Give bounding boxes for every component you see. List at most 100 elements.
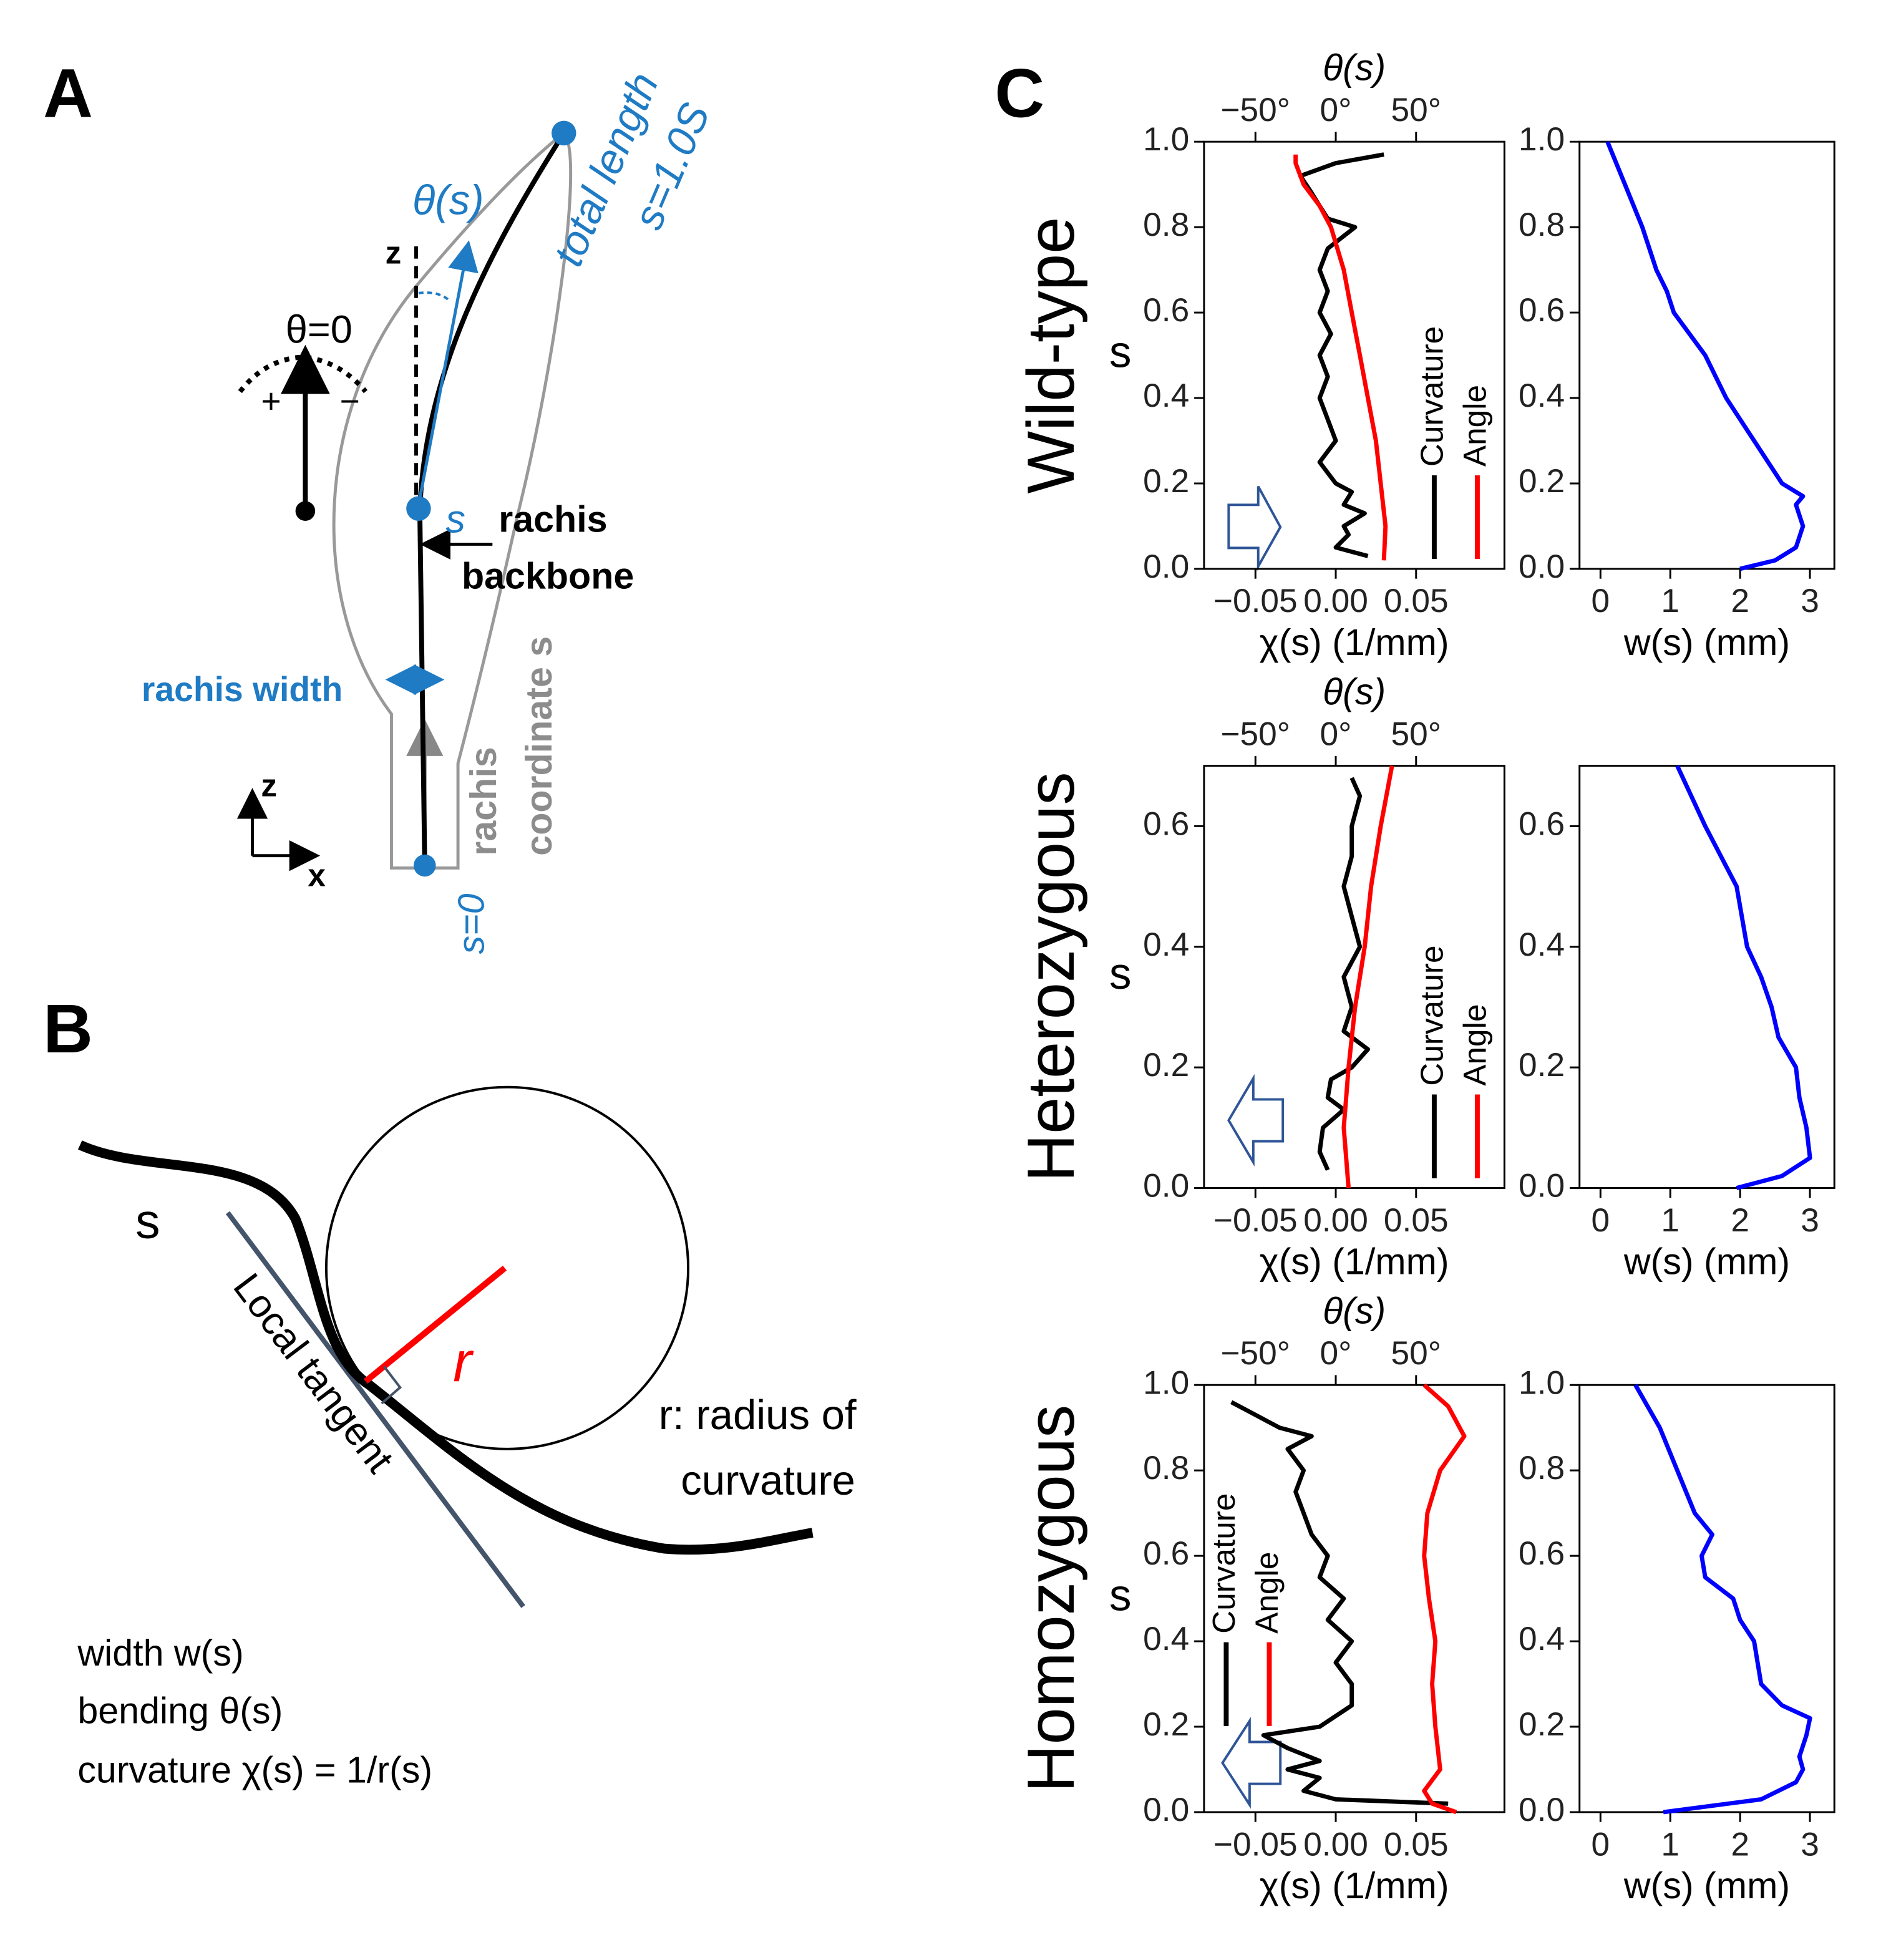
row-title: Wild-type xyxy=(1014,217,1088,494)
x2-tick-label: 50° xyxy=(1391,92,1441,129)
label: + xyxy=(261,382,281,420)
x-tick-label: 0 xyxy=(1592,1202,1610,1239)
plot-frame xyxy=(1578,765,1835,1189)
x2-tick-label: 50° xyxy=(1391,1335,1441,1372)
label: θ(s) xyxy=(412,177,484,224)
label: − xyxy=(340,382,360,420)
y-tick-label: 0.6 xyxy=(1519,1535,1565,1572)
chart: −0.05 0.00 0.05 −50° 0° 50° 0.0 0.2 0.4 0.6 0.8 1.0… xyxy=(1014,46,1505,663)
data-line xyxy=(1230,1400,1449,1806)
panel-a: A θ(s) total length s=1.0S z θ=0 + − s r… xyxy=(43,55,719,954)
point xyxy=(552,120,576,146)
x2-tick-label: −50° xyxy=(1220,92,1290,129)
data-line xyxy=(1293,154,1388,561)
radius-line xyxy=(363,1265,507,1384)
row-title: Homozygous xyxy=(1014,1405,1088,1793)
x-tick-label: −0.05 xyxy=(1213,1202,1298,1239)
chart: 0 1 2 3 0.0 0.2 0.4 0.6 0.8 1.0 w(s) (mm) xyxy=(1519,1364,1835,1906)
x2-axis-label: θ(s) xyxy=(1323,671,1386,712)
point xyxy=(414,854,436,877)
y-tick-label: 0.0 xyxy=(1143,1168,1189,1205)
x-tick-label: 3 xyxy=(1801,1826,1819,1863)
label: coordinate s xyxy=(518,636,560,856)
panel-b: B s Local tangent r r: radius of curvatu… xyxy=(43,991,857,1790)
x-axis-label: χ(s) (1/mm) xyxy=(1260,1865,1449,1906)
label: z xyxy=(386,235,402,270)
x-tick-label: 0.00 xyxy=(1303,1826,1368,1863)
y-tick-label: 0.6 xyxy=(1143,805,1189,842)
label: rachis xyxy=(462,747,504,855)
panel-label: B xyxy=(43,991,93,1067)
y-tick-label: 0.6 xyxy=(1519,805,1565,842)
direction-arrow xyxy=(1227,485,1282,571)
label: rachis width xyxy=(142,670,343,709)
x-tick-label: 0.05 xyxy=(1384,1202,1449,1239)
label: backbone xyxy=(462,555,634,596)
legend-label: Angle xyxy=(1457,385,1493,467)
curve xyxy=(78,1140,814,1555)
y-tick-label: 0.4 xyxy=(1143,377,1189,414)
tangent-line xyxy=(225,1211,525,1608)
point xyxy=(406,496,431,521)
x-axis-label: χ(s) (1/mm) xyxy=(1260,1240,1449,1282)
y-tick-label: 0.8 xyxy=(1143,1450,1189,1487)
label: s xyxy=(135,1194,160,1249)
label: bending θ(s) xyxy=(77,1690,283,1732)
direction-arrow xyxy=(1227,1074,1285,1167)
x-tick-label: 2 xyxy=(1731,1202,1749,1239)
y-tick-label: 0.4 xyxy=(1143,926,1189,963)
x-tick-label: −0.05 xyxy=(1213,583,1298,619)
chart: 0 1 2 3 0.0 0.2 0.4 0.6 0.8 1.0 w(s) (mm) xyxy=(1519,121,1835,663)
x-axis-label: w(s) (mm) xyxy=(1623,1240,1790,1282)
label: x xyxy=(308,858,326,893)
backbone xyxy=(417,132,566,866)
panel-label: A xyxy=(43,55,93,132)
y-tick-label: 0.0 xyxy=(1519,1792,1565,1828)
y-tick-label: 0.8 xyxy=(1519,1450,1565,1487)
label: z xyxy=(261,768,277,803)
x-tick-label: 0.05 xyxy=(1384,1826,1449,1863)
label: curvature χ(s) = 1/r(s) xyxy=(77,1749,432,1790)
y-tick-label: 0.0 xyxy=(1519,1168,1565,1205)
y-tick-label: 0.8 xyxy=(1143,206,1189,243)
x2-tick-label: 0° xyxy=(1320,716,1352,752)
x-tick-label: 1 xyxy=(1661,1202,1680,1239)
x-tick-label: 1 xyxy=(1661,583,1680,619)
x-tick-label: 0.05 xyxy=(1384,583,1449,619)
y-tick-label: 0.4 xyxy=(1143,1621,1189,1657)
label: r: radius of xyxy=(659,1392,857,1438)
label: θ=0 xyxy=(286,308,352,352)
y-tick-label: 0.6 xyxy=(1519,292,1565,329)
x2-tick-label: 0° xyxy=(1320,1335,1352,1372)
x2-tick-label: 50° xyxy=(1391,716,1441,752)
label: r xyxy=(453,1331,474,1394)
data-line xyxy=(1422,1383,1467,1815)
y-tick-label: 0.2 xyxy=(1519,463,1565,500)
x-tick-label: 0.00 xyxy=(1303,1202,1368,1239)
x2-axis-label: θ(s) xyxy=(1323,46,1386,88)
y-tick-label: 0.2 xyxy=(1519,1047,1565,1084)
y-tick-label: 0.8 xyxy=(1519,206,1565,243)
direction-arrow xyxy=(1221,1717,1282,1809)
y-tick-label: 0.6 xyxy=(1143,1535,1189,1572)
x-tick-label: 1 xyxy=(1661,1826,1680,1863)
x-axis-label: w(s) (mm) xyxy=(1623,621,1790,663)
legend-label: Curvature xyxy=(1414,945,1449,1085)
data-line xyxy=(1605,140,1806,571)
plot-frame xyxy=(1203,1384,1505,1813)
chart: −0.05 0.00 0.05 −50° 0° 50° 0.0 0.2 0.4 0.6 χ(s) (… xyxy=(1014,671,1505,1282)
row-title: Heterozygous xyxy=(1014,772,1088,1181)
plot-frame xyxy=(1203,140,1505,570)
legend-label: Angle xyxy=(1249,1552,1285,1634)
y-tick-label: 0.4 xyxy=(1519,377,1565,414)
y-tick-label: 0.2 xyxy=(1143,1706,1189,1743)
y-tick-label: 1.0 xyxy=(1143,1364,1189,1401)
point xyxy=(295,501,316,521)
y-tick-label: 0.4 xyxy=(1519,926,1565,963)
y-tick-label: 0.0 xyxy=(1143,548,1189,585)
x2-tick-label: −50° xyxy=(1220,1335,1290,1372)
label: s xyxy=(445,498,465,541)
y-tick-label: 1.0 xyxy=(1519,121,1565,158)
y-tick-label: 0.0 xyxy=(1143,1792,1189,1828)
